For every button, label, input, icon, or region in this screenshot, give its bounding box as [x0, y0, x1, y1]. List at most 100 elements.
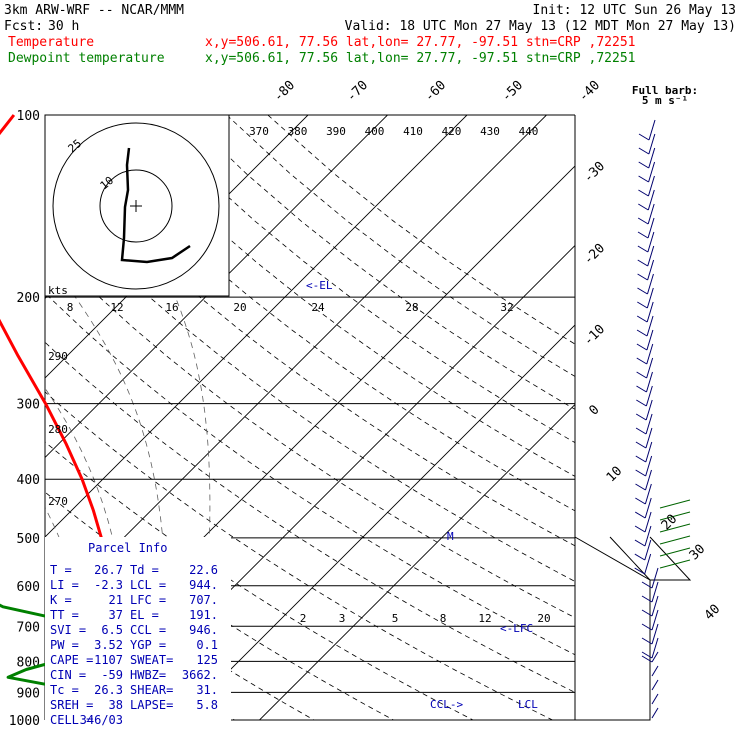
wind-barb-staff [645, 413, 653, 435]
mixing-ratio-label-12: 12 [478, 612, 491, 625]
wind-barb-staff [646, 301, 654, 323]
parcel-info-cell: CELL = [50, 713, 93, 727]
wind-barb-green [659, 523, 691, 533]
parcel-info-cell: YGP = [130, 638, 166, 652]
wind-barb-green [659, 559, 691, 569]
wind-barb-staff [648, 133, 656, 155]
wind-barb-staff [651, 665, 659, 677]
parcel-info-cell: CIN = [50, 668, 86, 682]
parcel-info-cell: SREH = [50, 698, 93, 712]
wind-barb-staff [645, 385, 653, 407]
isotherm-0 [45, 115, 547, 618]
wind-barb-flag [634, 539, 646, 547]
wind-barb-flag [634, 525, 646, 533]
parcel-info-cell: 3.52 [94, 638, 123, 652]
pressure-label-200: 200 [17, 291, 40, 306]
parcel-info-cell: -2.3 [94, 578, 123, 592]
dry-adiabat-350 [45, 391, 553, 720]
wind-barb-staff [647, 245, 655, 267]
dry-adiabat-330 [45, 491, 394, 720]
parcel-info-cell: CAPE = [50, 653, 93, 667]
hodograph-units: kts [48, 284, 68, 297]
parcel-info-title: Parcel Info [88, 541, 167, 555]
fcst-value: 30 h [48, 19, 79, 34]
mixing-ratio-label-2: 2 [300, 612, 307, 625]
temp-tick--30: -30 [581, 159, 608, 186]
wind-barb-flag [638, 203, 649, 211]
wind-barb-flag [636, 371, 647, 379]
wind-barb-flag [636, 357, 648, 365]
wind-barb-flag [635, 455, 647, 463]
mixing-ratio-label-20: 20 [537, 612, 550, 625]
parcel-info-cell: 946. [189, 623, 218, 637]
wind-barb-staff [644, 483, 652, 505]
wind-barb-flag [634, 567, 645, 575]
wind-barb-flag [641, 623, 653, 631]
wind-barb-staff [644, 525, 652, 547]
parcel-info-cell: Td = [130, 563, 159, 577]
hodograph-ring-inner [99, 169, 173, 243]
wind-barb-staff [645, 469, 652, 491]
wind-barb-staff [647, 189, 655, 211]
lcl-label: LCL [518, 698, 538, 711]
isotherm--10 [45, 115, 468, 538]
pressure-label-300: 300 [17, 398, 40, 413]
wind-barb-staff [651, 623, 659, 645]
wind-barb-flag [641, 637, 653, 645]
theta-left-label-280: 280 [48, 423, 68, 436]
parcel-info-cell: LCL = [130, 578, 166, 592]
parcel-info-cell: 26.7 [94, 563, 123, 577]
wind-barb-flag [641, 595, 653, 603]
legend-dewpoint-info: x,y=506.61, 77.56 lat,lon= 27.77, -97.51… [205, 51, 635, 66]
wind-barb-staff [651, 651, 659, 663]
wind-barb-flag [637, 231, 649, 239]
parcel-info-cell: LI = [50, 578, 79, 592]
theta-left-label-290: 290 [48, 350, 68, 363]
parcel-info-cell: SHEAR= [130, 683, 173, 697]
wind-barb-flag [638, 189, 649, 197]
valid-time: Valid: 18 UTC Mon 27 May 13 (12 MDT Mon … [345, 19, 736, 34]
isotherm--20 [45, 115, 388, 459]
wind-barb-flag [635, 483, 646, 491]
wind-barb-flag [638, 175, 649, 183]
parcel-info-box: Parcel Info T = 26.7 Td = 22.6 LI = -2.3 LCL =… [45, 537, 231, 727]
theta-left-label-270: 270 [48, 495, 68, 508]
wind-barb-flag [637, 259, 648, 267]
wind-barb-flag [641, 581, 653, 589]
dry-adiabat-340 [45, 441, 474, 720]
wind-barb-flag [636, 315, 648, 323]
parcel-info-cell: 707. [189, 593, 218, 607]
wind-barb-staff [651, 595, 659, 617]
pressure-label-400: 400 [17, 473, 40, 488]
lfc-label: <-LFC [500, 622, 533, 635]
wind-barb-staff [647, 203, 655, 225]
wind-barb-staff [651, 707, 659, 719]
theta-label-390: 390 [326, 125, 346, 138]
wind-barb-staff [648, 161, 656, 183]
parcel-info-cell: 191. [189, 608, 218, 622]
wind-barb-flag [635, 469, 646, 477]
scale-label-32: 32 [500, 301, 513, 314]
parcel-info-cell: 31. [196, 683, 218, 697]
temp-tick--60: -60 [422, 78, 449, 105]
theta-label-410: 410 [403, 125, 423, 138]
temp-tick-40: 40 [702, 602, 724, 624]
parcel-info-cell: EL = [130, 608, 159, 622]
temp-tick--70: -70 [344, 78, 371, 105]
wind-barbs [634, 119, 691, 719]
parcel-info-cell: 22.6 [189, 563, 218, 577]
parcel-info-cell: T = [50, 563, 72, 577]
parcel-info-cell: 944. [189, 578, 218, 592]
legend-temperature-info: x,y=506.61, 77.56 lat,lon= 27.77, -97.51… [205, 35, 635, 50]
pressure-label-900: 900 [17, 686, 40, 701]
barb-frame [574, 115, 651, 721]
wind-barb-staff [648, 147, 656, 169]
dry-adiabat-390 [45, 192, 575, 582]
wind-barb-flag [637, 287, 648, 295]
parcel-info-cell: SVI = [50, 623, 86, 637]
parcel-info-cell: 125 [196, 653, 218, 667]
parcel-info-cell: HWBZ= [130, 668, 166, 682]
wind-barb-staff [646, 287, 654, 309]
scale-label-20: 20 [233, 301, 246, 314]
hodograph: 25 10 kts [44, 114, 230, 297]
